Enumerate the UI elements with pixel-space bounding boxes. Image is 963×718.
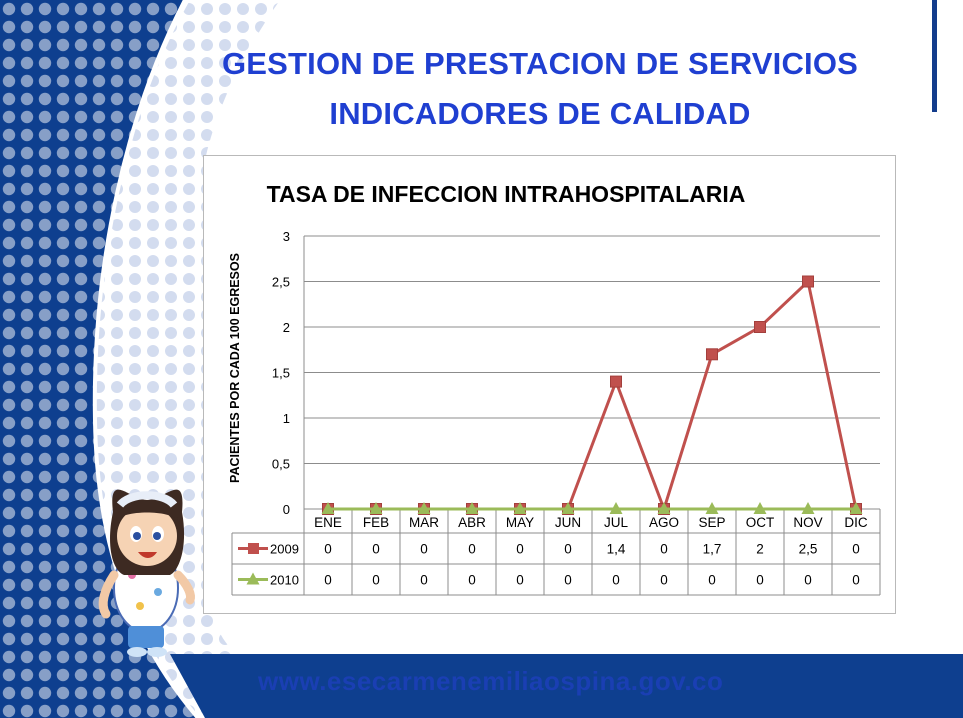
table-cell-value: 0 <box>612 573 620 588</box>
table-cell-value: 1,4 <box>607 542 626 557</box>
data-point-2009 <box>754 321 766 333</box>
y-tick-label: 0 <box>283 502 290 517</box>
table-cell-value: 0 <box>372 573 380 588</box>
table-cell-value: 0 <box>324 573 332 588</box>
y-tick-label: 3 <box>283 229 290 244</box>
table-cell-value: 0 <box>372 542 380 557</box>
table-cell-value: 0 <box>564 542 572 557</box>
data-point-2010 <box>369 502 383 514</box>
x-category-label: MAY <box>506 515 534 530</box>
legend-series-name: 2009 <box>270 542 299 557</box>
series-layer <box>321 275 863 515</box>
y-tick-labels: 0 0,5 1 1,5 2 2,5 3 <box>272 229 290 517</box>
x-category-label: SEP <box>698 515 725 530</box>
table-cell-value: 0 <box>420 573 428 588</box>
data-point-2010 <box>513 502 527 514</box>
data-point-2010 <box>321 502 335 514</box>
data-point-2010 <box>705 502 719 514</box>
chart-title: TASA DE INFECCION INTRAHOSPITALARIA <box>267 181 746 207</box>
x-category-label: AGO <box>649 515 679 530</box>
data-point-2010 <box>609 502 623 514</box>
x-category-label: JUL <box>604 515 628 530</box>
table-cell-value: 0 <box>516 573 524 588</box>
table-cell-value: 0 <box>468 573 476 588</box>
table-cell-value: 0 <box>564 573 572 588</box>
data-point-2010 <box>753 502 767 514</box>
data-point-2010 <box>849 502 863 514</box>
legend-marker <box>248 543 259 554</box>
y-tick-label: 2,5 <box>272 275 290 290</box>
data-table: ENE FEB MAR ABR MAY JUN JUL AGO SEP OCT NOV DIC 2009… <box>231 509 881 596</box>
table-cell-value: 0 <box>660 573 668 588</box>
data-point-2010 <box>801 502 815 514</box>
y-tick-label: 2 <box>283 320 290 335</box>
data-point-2010 <box>417 502 431 514</box>
data-point-2009 <box>610 375 622 388</box>
legend-series-name: 2010 <box>270 573 299 588</box>
y-tick-label: 1 <box>283 411 290 426</box>
line-chart: TASA DE INFECCION INTRAHOSPITALARIA PACI… <box>228 181 881 596</box>
series-line-2009 <box>328 278 858 514</box>
table-cell-value: 0 <box>756 573 764 588</box>
table-cell-value: 2 <box>756 542 764 557</box>
title-accent-rule <box>932 0 937 112</box>
slide-title-line-1: GESTION DE PRESTACION DE SERVICIOS <box>221 46 859 81</box>
table-cell-value: 0 <box>420 542 428 557</box>
x-category-label: JUN <box>555 515 581 530</box>
table-cell-value: 0 <box>804 573 812 588</box>
table-cell-value: 1,7 <box>703 542 722 557</box>
table-cell-value: 0 <box>660 542 668 557</box>
y-axis-label: PACIENTES POR CADA 100 EGRESOS <box>228 253 242 483</box>
table-cell-value: 0 <box>708 573 716 588</box>
x-category-label: FEB <box>363 515 389 530</box>
x-category-label: MAR <box>409 515 439 530</box>
footer-bar <box>170 654 963 718</box>
y-tick-label: 0,5 <box>272 457 290 472</box>
data-point-2010 <box>561 502 575 514</box>
x-category-label: DIC <box>844 515 868 530</box>
x-category-label: OCT <box>746 515 775 530</box>
legend-marker <box>246 572 260 585</box>
table-cell-value: 0 <box>852 542 860 557</box>
x-category-label: ENE <box>314 515 342 530</box>
footer-website-url[interactable]: www.esecarmenemiliaospina.gov.co <box>258 666 724 696</box>
nurse-mascot <box>98 489 195 657</box>
slide-title-line-2: INDICADORES DE CALIDAD <box>329 96 751 131</box>
table-cell-value: 0 <box>852 573 860 588</box>
table-cell-value: 0 <box>324 542 332 557</box>
data-point-2009 <box>706 348 718 361</box>
y-tick-label: 1,5 <box>272 366 290 381</box>
grid-layer <box>303 235 880 510</box>
data-point-2010 <box>657 502 671 514</box>
x-category-label: ABR <box>458 515 486 530</box>
table-cell-value: 0 <box>516 542 524 557</box>
table-cell-value: 0 <box>468 542 476 557</box>
left-panel-dots <box>0 0 198 718</box>
table-cell-value: 2,5 <box>799 542 818 557</box>
data-point-2009 <box>802 275 814 288</box>
x-category-label: NOV <box>793 515 822 530</box>
chart-frame: TASA DE INFECCION INTRAHOSPITALARIA PACI… <box>203 155 896 614</box>
data-point-2010 <box>465 502 479 514</box>
